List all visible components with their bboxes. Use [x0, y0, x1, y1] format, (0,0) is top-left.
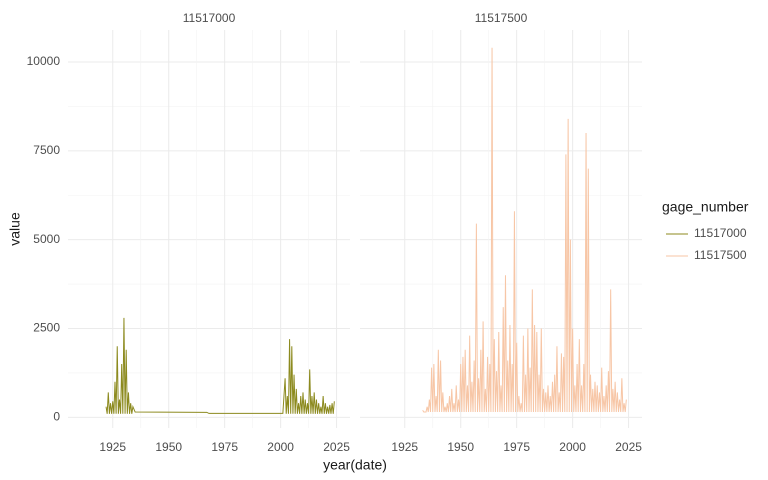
- x-tick-label: 2000: [267, 440, 294, 454]
- x-tick-label: 1975: [503, 440, 530, 454]
- y-tick-label: 10000: [27, 54, 61, 68]
- facet-title: 11517500: [475, 11, 528, 25]
- x-axis-title: year(date): [323, 457, 387, 473]
- facet-title: 11517000: [183, 11, 236, 25]
- x-tick-label: 2025: [323, 440, 350, 454]
- x-tick-label: 2000: [559, 440, 586, 454]
- y-tick-label: 5000: [33, 232, 60, 246]
- y-tick-label: 0: [53, 410, 60, 424]
- y-tick-label: 2500: [33, 321, 60, 335]
- x-tick-label: 2025: [615, 440, 642, 454]
- legend-label: 11517000: [694, 226, 747, 240]
- series-line: [422, 47, 627, 413]
- y-axis-title: value: [7, 212, 23, 246]
- x-tick-label: 1975: [211, 440, 238, 454]
- legend-title: gage_number: [662, 199, 749, 215]
- y-tick-label: 7500: [33, 143, 60, 157]
- x-tick-label: 1950: [155, 440, 182, 454]
- legend-label: 11517500: [694, 248, 747, 262]
- series-line: [105, 317, 335, 414]
- x-tick-label: 1925: [99, 440, 126, 454]
- x-tick-label: 1950: [447, 440, 474, 454]
- x-tick-label: 1925: [391, 440, 418, 454]
